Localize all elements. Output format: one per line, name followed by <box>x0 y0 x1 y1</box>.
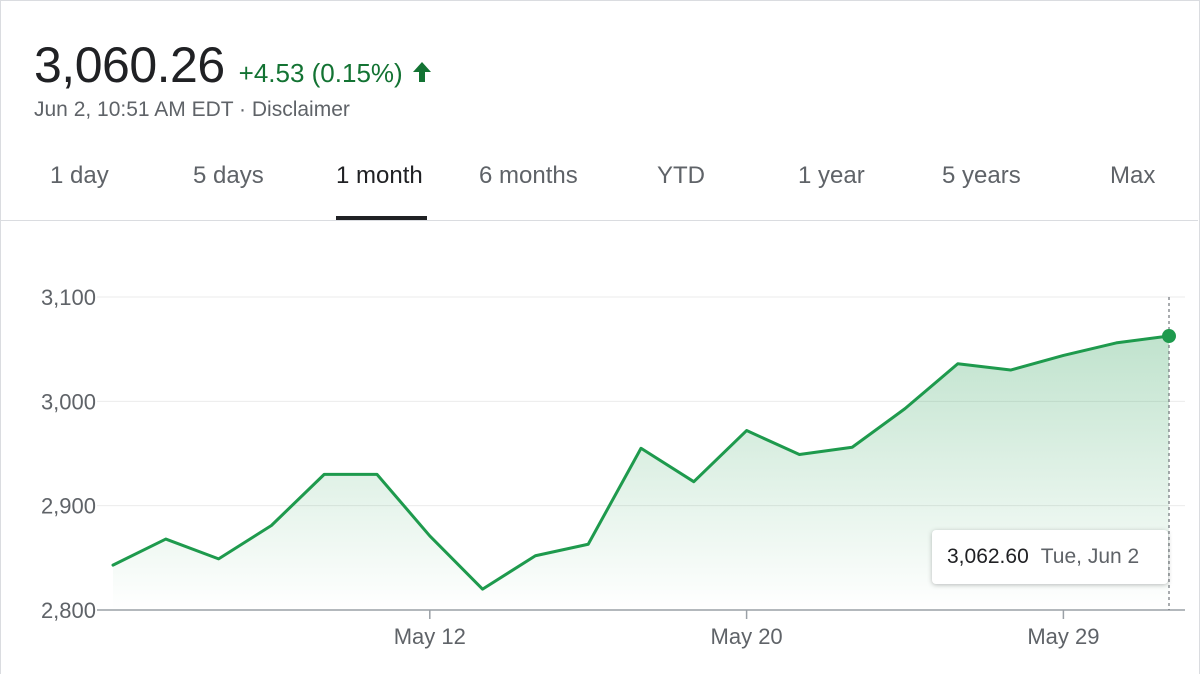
tab-1-day[interactable]: 1 day <box>50 162 109 189</box>
tab-6-months[interactable]: 6 months <box>479 162 578 189</box>
quote-timestamp: Jun 2, 10:51 AM EDT · Disclaimer <box>34 98 350 121</box>
quote-header: 3,060.26 +4.53 (0.15%) <box>34 36 433 94</box>
x-tick-label: May 20 <box>711 624 783 649</box>
arrow-up-icon <box>412 62 431 82</box>
area-fill <box>113 336 1169 610</box>
price-line <box>111 334 1171 591</box>
tooltip-date: Tue, Jun 2 <box>1040 545 1140 568</box>
range-tabs: 1 day 5 days 1 month 6 months YTD 1 year… <box>0 150 1198 221</box>
x-tick-label: May 29 <box>1027 624 1099 649</box>
tab-5-days[interactable]: 5 days <box>193 162 264 189</box>
tab-1-year[interactable]: 1 year <box>798 162 865 189</box>
y-tick-label: 3,000 <box>41 389 96 414</box>
tooltip-value: 3,062.60 <box>947 545 1029 568</box>
y-tick-label: 2,800 <box>41 598 96 623</box>
price-chart[interactable]: 2,800 2,900 3,000 3,100 May 12 May 20 May 29 <box>0 221 1200 675</box>
tab-ytd[interactable]: YTD <box>657 162 705 189</box>
y-tick-label: 2,900 <box>41 494 96 519</box>
current-price: 3,060.26 <box>34 37 225 93</box>
tab-1-month[interactable]: 1 month <box>336 162 423 189</box>
tab-max[interactable]: Max <box>1110 162 1156 189</box>
price-change: +4.53 (0.15%) <box>238 58 403 88</box>
y-tick-label: 3,100 <box>41 285 96 310</box>
x-tick-label: May 12 <box>394 624 466 649</box>
tab-5-years[interactable]: 5 years <box>942 162 1021 189</box>
active-tab-indicator <box>336 216 427 220</box>
hover-tooltip: 3,062.60 Tue, Jun 2 <box>932 530 1168 584</box>
hover-point <box>1162 329 1176 344</box>
